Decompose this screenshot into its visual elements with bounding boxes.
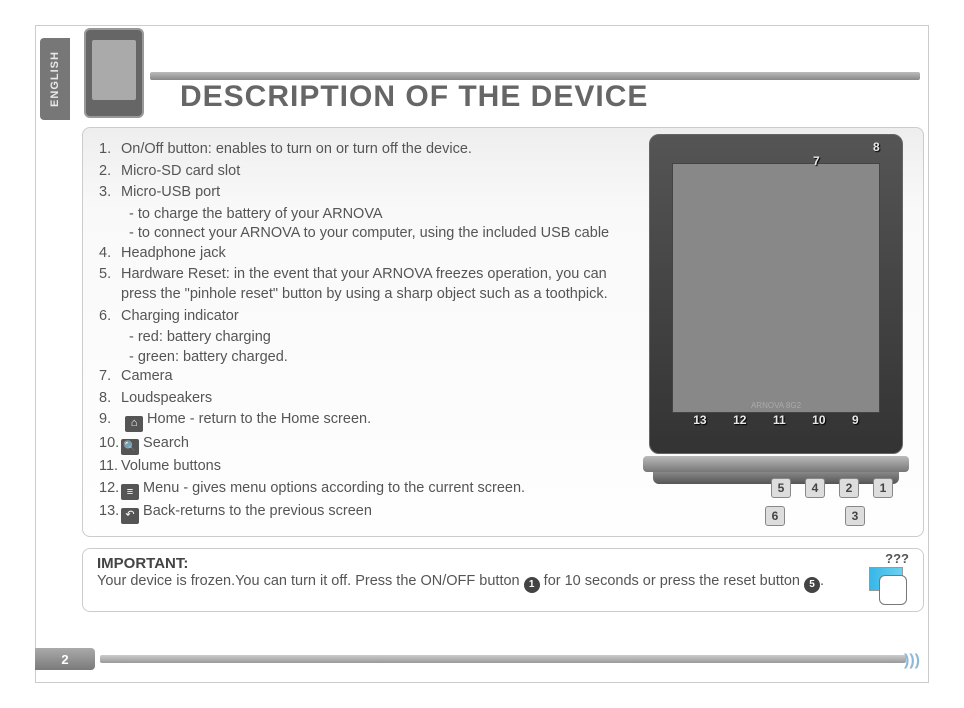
- tablet-screen: [672, 163, 880, 413]
- callout-8: 8: [873, 140, 880, 154]
- footer-ornament: ))): [904, 652, 926, 666]
- description-panel: 1.On/Off button: enables to turn on or t…: [82, 127, 924, 537]
- help-hand-icon: [879, 575, 907, 605]
- language-label: ENGLISH: [49, 51, 61, 107]
- ref-num-5: 5: [804, 577, 820, 593]
- softkey-row: 13 12 11 10 9: [680, 413, 872, 427]
- device-brand: ARNOVA 8G2: [720, 401, 832, 411]
- page-title: DESCRIPTION OF THE DEVICE: [180, 80, 648, 114]
- callout-1: 1: [873, 478, 893, 498]
- footer-divider: [100, 655, 906, 663]
- callout-7: 7: [813, 154, 820, 168]
- device-thumbnail: [84, 28, 144, 118]
- important-box: IMPORTANT: Your device is frozen.You can…: [82, 548, 924, 612]
- callout-9: 9: [852, 413, 859, 427]
- callout-12: 12: [733, 413, 746, 427]
- menu-icon: ≡: [121, 484, 139, 500]
- tablet-body: ARNOVA 8G2 13 12 11 10 9: [649, 134, 903, 454]
- callout-4: 4: [805, 478, 825, 498]
- callout-13: 13: [693, 413, 706, 427]
- important-text: Your device is frozen.You can turn it of…: [97, 572, 909, 593]
- side-callouts: 5 4 2 1: [743, 478, 893, 498]
- bottom-callouts: 6 3: [743, 506, 865, 526]
- help-question-icon: ???: [885, 551, 909, 566]
- help-graphic: ???: [861, 553, 913, 605]
- callout-5: 5: [771, 478, 791, 498]
- tablet-base: [643, 456, 909, 472]
- ref-num-1: 1: [524, 577, 540, 593]
- callout-6: 6: [765, 506, 785, 526]
- page-number: 2: [35, 648, 95, 670]
- header-divider: [150, 72, 920, 80]
- home-icon: ⌂: [125, 416, 143, 432]
- back-icon: ↶: [121, 508, 139, 524]
- callout-3: 3: [845, 506, 865, 526]
- thumbnail-screen: [92, 40, 136, 100]
- search-icon: 🔍: [121, 439, 139, 455]
- feature-list: 1.On/Off button: enables to turn on or t…: [99, 140, 647, 524]
- device-diagram: ARNOVA 8G2 13 12 11 10 9 7 8 5 4 2 1 6 3: [643, 134, 909, 530]
- callout-10: 10: [812, 413, 825, 427]
- callout-2: 2: [839, 478, 859, 498]
- language-tab: ENGLISH: [40, 38, 70, 120]
- important-title: IMPORTANT:: [97, 555, 909, 572]
- callout-11: 11: [773, 413, 786, 427]
